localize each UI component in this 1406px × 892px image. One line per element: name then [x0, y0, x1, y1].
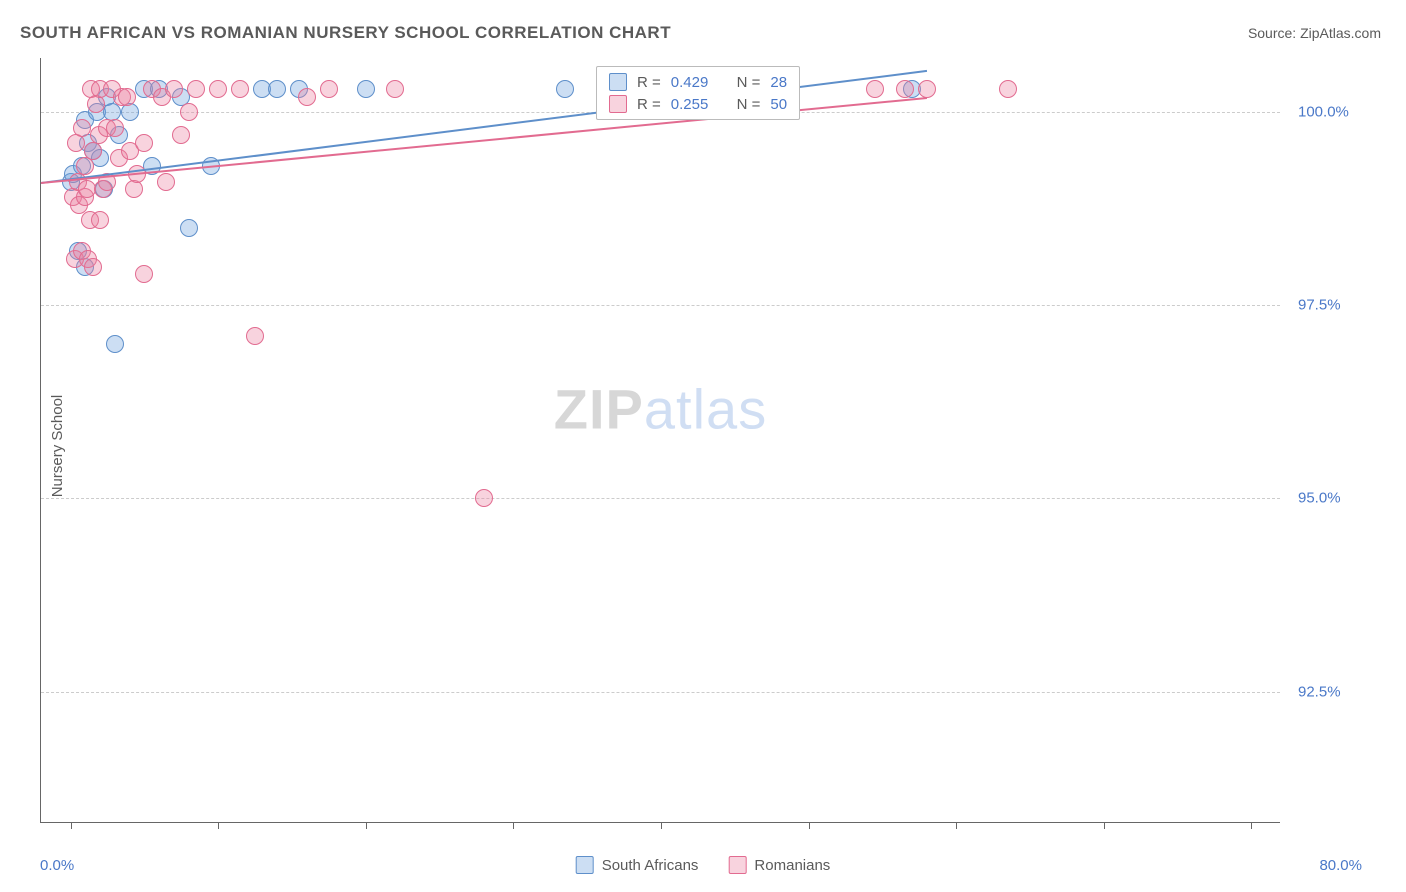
chart-title: SOUTH AFRICAN VS ROMANIAN NURSERY SCHOOL… — [20, 23, 671, 43]
x-tick-mark — [71, 822, 72, 829]
data-point — [157, 173, 175, 191]
data-point — [866, 80, 884, 98]
bottom-legend-item: South Africans — [576, 856, 699, 874]
data-point — [121, 103, 139, 121]
legend-swatch — [728, 856, 746, 874]
data-point — [135, 265, 153, 283]
y-tick-label: 92.5% — [1298, 683, 1368, 700]
data-point — [556, 80, 574, 98]
bottom-legend: South Africans Romanians — [576, 856, 831, 874]
legend-swatch — [609, 95, 627, 113]
data-point — [386, 80, 404, 98]
gridline — [41, 305, 1280, 306]
data-point — [320, 80, 338, 98]
x-axis-start-label: 0.0% — [40, 857, 74, 874]
data-point — [918, 80, 936, 98]
data-point — [896, 80, 914, 98]
data-point — [999, 80, 1017, 98]
data-point — [268, 80, 286, 98]
y-tick-label: 100.0% — [1298, 104, 1368, 121]
n-value: 28 — [770, 74, 787, 91]
r-value: 0.429 — [671, 74, 709, 91]
data-point — [475, 489, 493, 507]
x-tick-mark — [661, 822, 662, 829]
r-label: R = — [637, 96, 661, 113]
source-name: ZipAtlas.com — [1300, 25, 1381, 41]
x-tick-mark — [218, 822, 219, 829]
stats-legend: R = 0.429 N = 28 R = 0.255 N = 50 — [596, 66, 800, 120]
stats-legend-row: R = 0.429 N = 28 — [597, 71, 799, 93]
legend-label: Romanians — [754, 857, 830, 874]
source-prefix: Source: — [1248, 25, 1300, 41]
data-point — [106, 335, 124, 353]
data-point — [187, 80, 205, 98]
data-point — [135, 134, 153, 152]
n-value: 50 — [770, 96, 787, 113]
data-point — [180, 103, 198, 121]
gridline — [41, 498, 1280, 499]
watermark: ZIPatlas — [554, 377, 767, 442]
data-point — [91, 211, 109, 229]
x-axis-end-label: 80.0% — [1319, 857, 1362, 874]
data-point — [87, 95, 105, 113]
data-point — [125, 180, 143, 198]
data-point — [76, 157, 94, 175]
n-label: N = — [737, 96, 761, 113]
watermark-zip: ZIP — [554, 378, 644, 441]
x-tick-mark — [809, 822, 810, 829]
y-tick-label: 97.5% — [1298, 297, 1368, 314]
legend-swatch — [576, 856, 594, 874]
gridline — [41, 692, 1280, 693]
data-point — [118, 88, 136, 106]
y-tick-label: 95.0% — [1298, 490, 1368, 507]
data-point — [357, 80, 375, 98]
data-point — [246, 327, 264, 345]
data-point — [209, 80, 227, 98]
data-point — [84, 142, 102, 160]
data-point — [180, 219, 198, 237]
bottom-legend-item: Romanians — [728, 856, 830, 874]
data-point — [165, 80, 183, 98]
x-tick-mark — [956, 822, 957, 829]
x-tick-mark — [513, 822, 514, 829]
x-tick-mark — [1104, 822, 1105, 829]
legend-label: South Africans — [602, 857, 699, 874]
data-point — [106, 119, 124, 137]
data-point — [298, 88, 316, 106]
data-point — [231, 80, 249, 98]
legend-swatch — [609, 73, 627, 91]
x-tick-mark — [1251, 822, 1252, 829]
n-label: N = — [737, 74, 761, 91]
stats-legend-row: R = 0.255 N = 50 — [597, 93, 799, 115]
x-tick-mark — [366, 822, 367, 829]
data-point — [172, 126, 190, 144]
watermark-atlas: atlas — [644, 378, 767, 441]
scatter-plot-area: ZIPatlas 100.0%97.5%95.0%92.5%R =0.429 N… — [40, 58, 1280, 823]
r-value: 0.255 — [671, 96, 709, 113]
data-point — [84, 258, 102, 276]
r-label: R = — [637, 74, 661, 91]
source-attribution: Source: ZipAtlas.com — [1248, 25, 1381, 41]
